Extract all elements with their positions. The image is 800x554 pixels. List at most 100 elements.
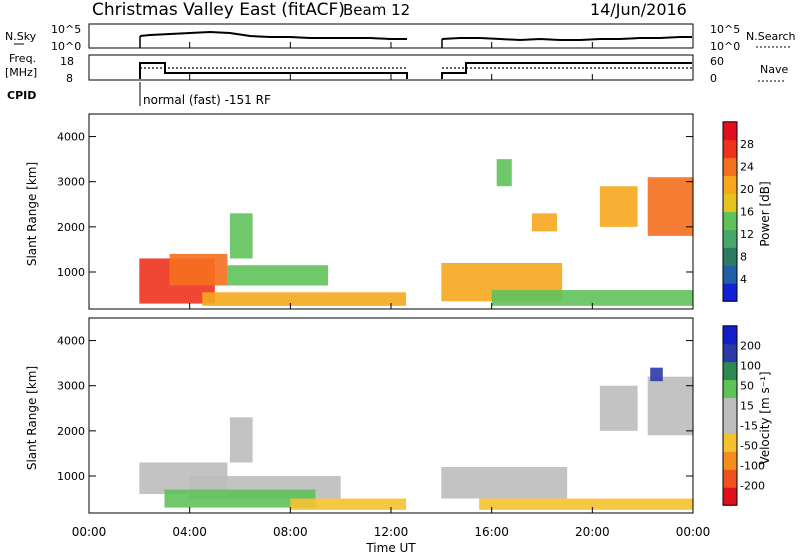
velocity-colorbar-label: Velocity [m s⁻¹] xyxy=(758,371,772,464)
power-echo-region xyxy=(169,253,228,286)
velocity-y-axis: 1000 2000 3000 4000 xyxy=(57,335,693,483)
date-label: 14/Jun/2016 xyxy=(590,0,687,19)
nsky-trace xyxy=(139,30,407,40)
power-panel: 1000 2000 3000 4000 Slant Range [km] 28 24 20… xyxy=(25,113,772,310)
x-tick-label: 00:00 xyxy=(72,525,107,539)
colorbar-tick-label: -100 xyxy=(740,459,765,472)
colorbar-swatch xyxy=(723,487,737,506)
x-tick-label: 12:00 xyxy=(374,525,409,539)
nsky-panel: N.Sky 10^5 10^0 10^5 10^0 N.Search xyxy=(5,23,796,53)
colorbar-tick-label: 15 xyxy=(740,400,754,413)
colorbar-frame xyxy=(722,325,738,506)
colorbar-swatch xyxy=(723,211,737,230)
colorbar-tick-label: -200 xyxy=(740,479,765,492)
velocity-colorbar: 200 100 50 15 -15 -50 -100 -200 xyxy=(722,325,765,506)
colorbar-tick-label: 20 xyxy=(740,183,754,196)
velocity-echo-region xyxy=(441,466,568,499)
nave-label: Nave xyxy=(760,63,788,76)
colorbar-swatch xyxy=(723,361,737,381)
power-echo-region xyxy=(531,213,558,232)
nsky-tick-top: 10^5 xyxy=(51,23,81,36)
colorbar-swatch xyxy=(723,283,737,302)
velocity-panel: 1000 2000 3000 4000 Slant Range [km] 200 100… xyxy=(25,317,772,514)
power-echo-region xyxy=(227,265,329,286)
colorbar-tick-label: 50 xyxy=(740,380,754,393)
x-axis-label: Time UT xyxy=(365,541,416,554)
colorbar-tick-label: 28 xyxy=(740,138,754,151)
velocity-echo-region xyxy=(479,498,693,510)
station-title: Christmas Valley East (fitACF) xyxy=(92,0,345,20)
nave-tick-top: 60 xyxy=(710,55,724,68)
colorbar-swatch xyxy=(723,415,737,434)
colorbar-tick-label: 200 xyxy=(740,340,761,353)
time-x-axis: 00:00 04:00 08:00 12:00 16:00 20:00 00:00 xyxy=(72,42,711,539)
colorbar-swatch xyxy=(723,379,737,399)
nsearch-label: N.Search xyxy=(746,30,796,43)
y-tick-label: 1000 xyxy=(57,266,85,279)
x-tick-label: 16:00 xyxy=(474,525,509,539)
power-colorbar: 28 24 20 16 12 8 4 xyxy=(722,121,754,302)
colorbar-swatch xyxy=(723,139,737,159)
power-echo-region xyxy=(599,186,638,227)
colorbar-tick-label: -15 xyxy=(740,419,758,432)
colorbar-tick-label: -50 xyxy=(740,439,758,452)
velocity-echo-region xyxy=(229,417,253,463)
freq-units: [MHz] xyxy=(5,66,37,79)
power-echo-region xyxy=(229,213,253,259)
colorbar-swatch xyxy=(723,121,737,141)
nsky-trace-2 xyxy=(441,36,692,42)
colorbar-swatch xyxy=(723,247,737,266)
colorbar-tick-label: 100 xyxy=(740,360,761,373)
y-tick-label: 3000 xyxy=(57,380,85,393)
velocity-ylabel: Slant Range [km] xyxy=(25,366,39,470)
colorbar-tick-label: 24 xyxy=(740,161,754,174)
nsearch-tick-top: 10^5 xyxy=(710,23,740,36)
velocity-echo-region xyxy=(647,376,693,436)
colorbar-swatch xyxy=(723,433,737,452)
colorbar-swatch xyxy=(723,265,737,284)
y-tick-label: 4000 xyxy=(57,335,85,348)
y-tick-label: 4000 xyxy=(57,131,85,144)
velocity-heatmap xyxy=(139,367,693,510)
x-tick-label: 04:00 xyxy=(172,525,207,539)
colorbar-swatch xyxy=(723,229,737,248)
x-tick-label: 20:00 xyxy=(575,525,610,539)
colorbar-swatch xyxy=(723,325,737,345)
velocity-echo-region xyxy=(599,385,638,431)
colorbar-swatch xyxy=(723,175,737,195)
cpid-text: normal (fast) -151 RF xyxy=(143,93,271,107)
colorbar-swatch xyxy=(723,451,737,470)
power-y-axis: 1000 2000 3000 4000 xyxy=(57,131,693,279)
freq-tick-bottom: 8 xyxy=(66,72,73,85)
nave-tick-bottom: 0 xyxy=(710,72,717,85)
colorbar-tick-label: 16 xyxy=(740,206,754,219)
colorbar-tick-label: 8 xyxy=(740,250,747,263)
colorbar-swatch xyxy=(723,343,737,363)
colorbar-tick-label: 12 xyxy=(740,228,754,241)
freq-trace-2 xyxy=(441,62,692,79)
x-tick-label: 08:00 xyxy=(273,525,308,539)
y-tick-label: 1000 xyxy=(57,470,85,483)
velocity-echo-region xyxy=(650,367,663,382)
x-tick-label: 00:00 xyxy=(676,525,711,539)
freq-tick-top: 18 xyxy=(60,55,74,68)
power-ylabel: Slant Range [km] xyxy=(25,162,39,266)
nsearch-tick-bottom: 10^0 xyxy=(710,40,740,53)
y-tick-label: 2000 xyxy=(57,425,85,438)
colorbar-swatch xyxy=(723,469,737,488)
freq-label: Freq. xyxy=(9,52,36,65)
colorbar-tick-label: 4 xyxy=(740,273,747,286)
colorbar-swatch xyxy=(723,193,737,212)
nsky-label: N.Sky xyxy=(5,30,37,43)
power-heatmap xyxy=(139,159,693,306)
power-echo-region xyxy=(647,177,693,236)
power-echo-region xyxy=(496,159,512,187)
y-tick-label: 2000 xyxy=(57,221,85,234)
y-tick-label: 3000 xyxy=(57,176,85,189)
nsky-tick-bottom: 10^0 xyxy=(51,40,81,53)
colorbar-frame xyxy=(722,121,738,302)
power-echo-region xyxy=(202,292,407,306)
freq-trace xyxy=(139,62,408,79)
beam-label: Beam 12 xyxy=(343,1,410,19)
